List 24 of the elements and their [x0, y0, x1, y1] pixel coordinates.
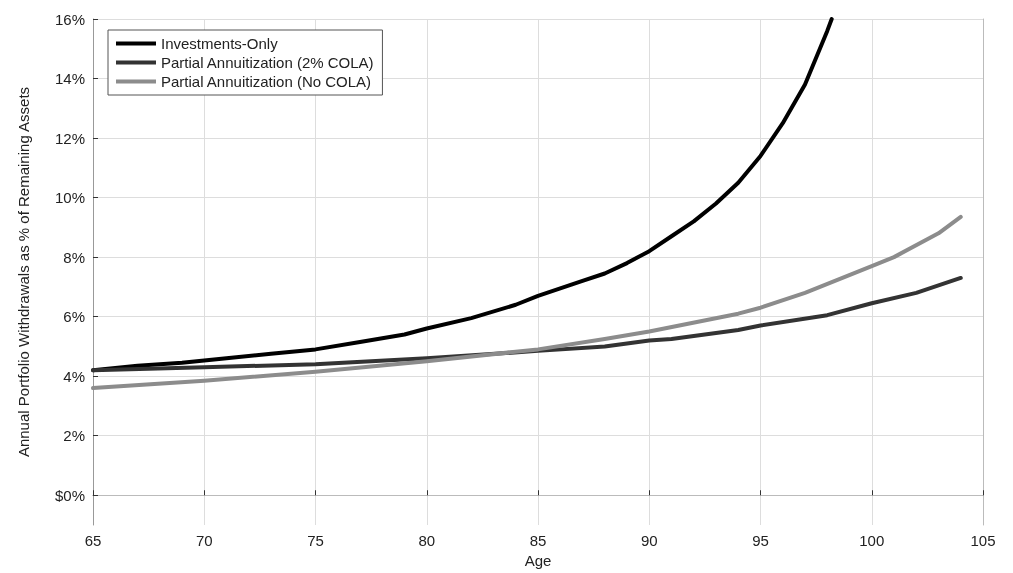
- x-tick-label: 100: [859, 532, 885, 549]
- y-axis-title: Annual Portfolio Withdrawals as % of Remaining Assets: [15, 86, 32, 458]
- x-axis-title: Age: [524, 551, 552, 569]
- legend-label: Investments-Only: [161, 35, 279, 52]
- y-tick-label: 16%: [54, 10, 85, 28]
- y-tick-label: 10%: [54, 189, 85, 207]
- x-tick-label: 95: [752, 532, 769, 549]
- line-series: [91, 214, 963, 391]
- x-tick-label: 80: [418, 532, 436, 549]
- y-tick-label: 2%: [63, 427, 85, 445]
- x-tick-label: 105: [970, 532, 996, 549]
- y-tick-label: 12%: [54, 129, 85, 147]
- x-tick-label: 75: [307, 532, 324, 549]
- x-tick-label: 70: [195, 532, 213, 549]
- y-tick-label: $0%: [54, 486, 85, 504]
- legend-label: Partial Annuitization (2% COLA): [161, 54, 374, 71]
- x-tick-label: 65: [84, 532, 102, 549]
- y-tick-label: 4%: [63, 367, 85, 385]
- x-tick-label: 85: [529, 532, 547, 549]
- y-tick-label: 14%: [54, 70, 85, 88]
- legend-label: Partial Annuitization (No COLA): [161, 73, 372, 90]
- y-tick-label: 8%: [63, 248, 85, 266]
- x-tick-label: 90: [640, 532, 658, 549]
- y-tick-label: 6%: [63, 308, 85, 326]
